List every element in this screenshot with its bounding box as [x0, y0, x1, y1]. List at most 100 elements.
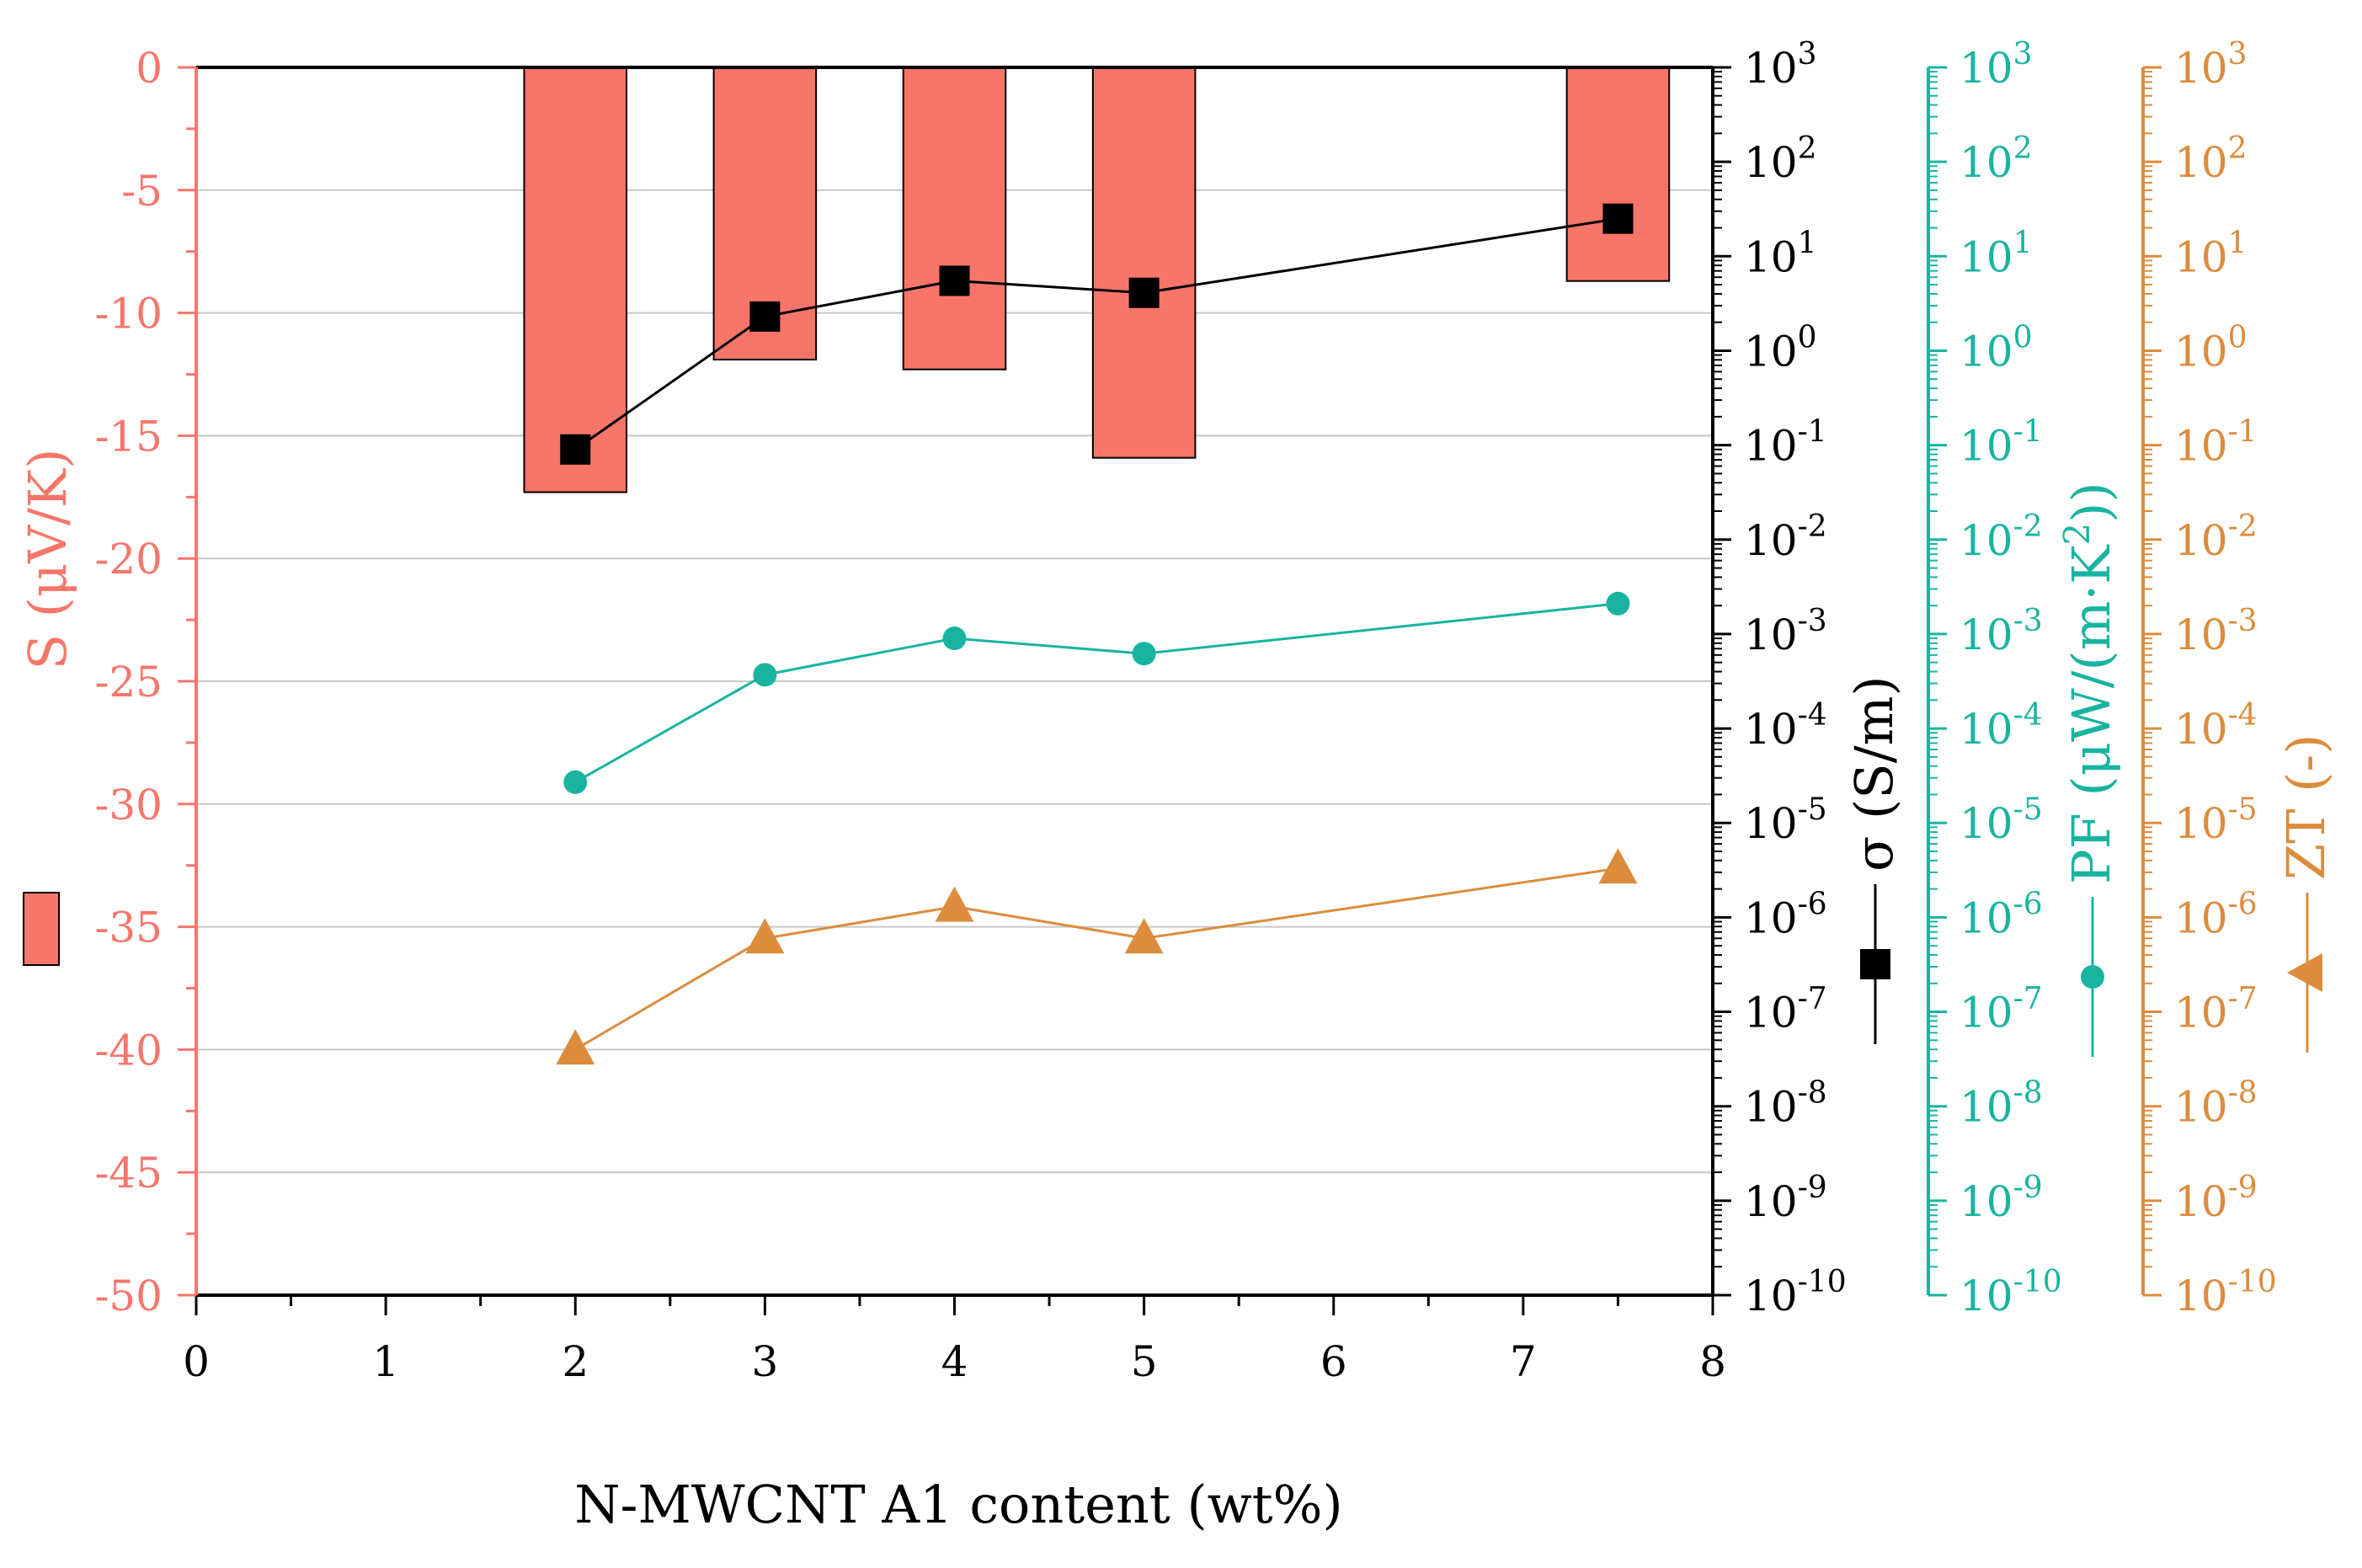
ZT-series-line [574, 867, 1618, 1051]
PF-tick-label: 10-3 [1959, 604, 2043, 659]
sigma-tick-label: 10-4 [1744, 698, 1827, 754]
PF-tick-label: 10-4 [1959, 698, 2043, 754]
ZT-point-3 [1124, 918, 1164, 954]
sigma-tick-exponent: -3 [1798, 604, 1827, 638]
PF-tick-exponent: -2 [2013, 509, 2043, 544]
PF-tick-exponent: -10 [2013, 1265, 2062, 1299]
PF-axis-title-text: PF (μW/(m·K [2061, 544, 2122, 884]
ZT-tick-exponent: 1 [2228, 226, 2247, 260]
ZT-legend-marker [2287, 953, 2322, 992]
PF-point-3 [1132, 642, 1156, 666]
sigma-tick-exponent: -4 [1798, 698, 1827, 733]
x-tick-label: 6 [1320, 1337, 1347, 1386]
PF-tick-base: 10 [1959, 516, 2013, 565]
ZT-tick-label: 10-4 [2174, 698, 2258, 754]
left-tick-label: -5 [121, 167, 163, 216]
PF-tick-base: 10 [1959, 422, 2013, 471]
ZT-tick-base: 10 [2174, 138, 2228, 187]
PF-tick-label: 100 [1959, 320, 2033, 376]
PF-series-line [574, 602, 1618, 784]
ZT-tick-exponent: 0 [2228, 320, 2247, 355]
ZT-tick-label: 100 [2174, 320, 2247, 376]
PF-tick-base: 10 [1959, 799, 2013, 848]
PF-tick-exponent: -6 [2013, 887, 2043, 921]
left-tick-label: -10 [94, 290, 163, 339]
ZT-tick-exponent: -1 [2228, 415, 2258, 450]
PF-tick-exponent: -3 [2013, 604, 2043, 638]
ZT-tick-label: 10-1 [2174, 415, 2258, 471]
ZT-tick-base: 10 [2174, 1083, 2228, 1132]
sigma-tick-base: 10 [1744, 422, 1798, 471]
PF-axis-title-group: PF (μW/(m·K2)) [2056, 482, 2122, 1057]
sigma-point-3 [1128, 277, 1160, 308]
sigma-tick-exponent: 3 [1798, 37, 1817, 72]
ZT-axis-title-text: ZT (-) [2275, 734, 2337, 880]
sigma-point-2 [939, 265, 970, 296]
sigma-tick-label: 102 [1744, 131, 1817, 187]
sigma-tick-exponent: 2 [1798, 131, 1817, 166]
legend-bar-swatch [23, 892, 60, 966]
PF-axis-title: PF (μW/(m·K2)) [2056, 482, 2122, 884]
PF-tick-label: 10-5 [1959, 792, 2043, 848]
ZT-tick-base: 10 [2174, 799, 2228, 848]
ZT-tick-exponent: -3 [2228, 604, 2258, 638]
ZT-tick-label: 101 [2174, 226, 2247, 281]
PF-tick-base: 10 [1959, 989, 2013, 1037]
PF-tick-base: 10 [1959, 138, 2013, 187]
ZT-tick-label: 103 [2174, 37, 2247, 93]
sigma-tick-label: 10-2 [1744, 509, 1827, 565]
ZT-tick-label: 10-5 [2174, 792, 2258, 848]
sigma-tick-exponent: -8 [1798, 1076, 1827, 1111]
ZT-tick-exponent: 3 [2228, 37, 2247, 72]
sigma-tick-label: 101 [1744, 226, 1817, 281]
ZT-point-1 [745, 918, 785, 954]
PF-tick-exponent: -7 [2013, 982, 2043, 1016]
sigma-tick-base: 10 [1744, 1083, 1798, 1132]
ZT-tick-base: 10 [2174, 989, 2228, 1037]
ZT-tick-base: 10 [2174, 1272, 2228, 1320]
PF-point-4 [1606, 591, 1630, 616]
sigma-legend-marker [1860, 949, 1890, 979]
left-tick-label: -50 [94, 1272, 163, 1320]
ZT-tick-exponent: -2 [2228, 509, 2258, 544]
sigma-tick-base: 10 [1744, 516, 1798, 565]
left-tick-label: -25 [94, 658, 163, 707]
PF-tick-exponent: -9 [2013, 1171, 2043, 1205]
ZT-tick-label: 10-7 [2174, 982, 2258, 1037]
PF-point-2 [942, 627, 967, 651]
x-tick-label: 2 [562, 1337, 589, 1386]
sigma-tick-base: 10 [1744, 989, 1798, 1037]
sigma-tick-base: 10 [1744, 327, 1798, 376]
left-axis-title: S (μV/K) [17, 449, 78, 670]
PF-axis-title-end: )) [2061, 482, 2122, 522]
ZT-point-4 [1598, 848, 1638, 884]
bar-S-0 [523, 67, 628, 493]
PF-tick-base: 10 [1959, 44, 2013, 93]
PF-tick-base: 10 [1959, 1083, 2013, 1132]
PF-tick-label: 10-1 [1959, 415, 2043, 471]
sigma-tick-base: 10 [1744, 232, 1798, 281]
sigma-tick-base: 10 [1744, 611, 1798, 659]
PF-tick-exponent: -4 [2013, 698, 2043, 733]
PF-tick-base: 10 [1959, 893, 2013, 942]
left-tick-label: 0 [136, 44, 163, 93]
sigma-point-4 [1602, 203, 1634, 234]
ZT-tick-exponent: -7 [2228, 982, 2258, 1016]
sigma-tick-exponent: -10 [1798, 1265, 1847, 1299]
ZT-tick-base: 10 [2174, 327, 2228, 376]
left-tick-label: -45 [94, 1149, 163, 1197]
PF-tick-label: 101 [1959, 226, 2033, 281]
sigma-point-1 [749, 301, 781, 332]
x-tick-label: 7 [1510, 1337, 1537, 1386]
ZT-tick-base: 10 [2174, 232, 2228, 281]
left-tick-label: -30 [94, 781, 163, 829]
sigma-tick-base: 10 [1744, 1177, 1798, 1226]
sigma-axis-title-text: σ (S/m) [1843, 675, 1905, 872]
PF-tick-exponent: -1 [2013, 415, 2043, 450]
ZT-tick-exponent: -9 [2228, 1171, 2258, 1205]
PF-point-0 [563, 770, 588, 794]
left-tick-label: -20 [94, 535, 163, 584]
ZT-tick-base: 10 [2174, 1177, 2228, 1226]
bar-S-3 [1091, 67, 1197, 459]
